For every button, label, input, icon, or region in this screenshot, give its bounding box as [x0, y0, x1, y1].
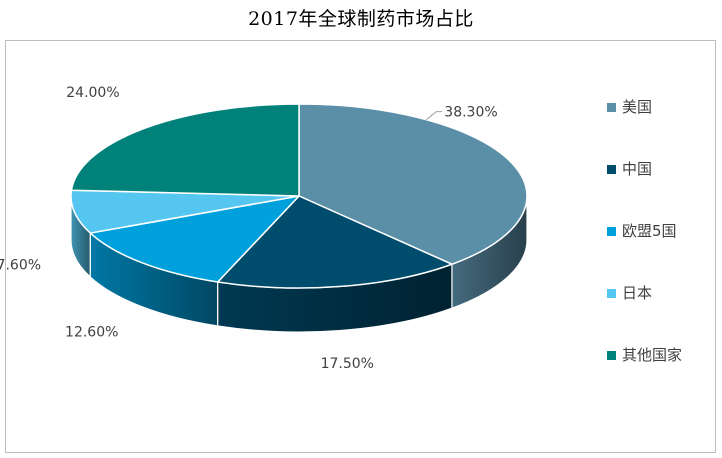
- pie-slice-4: [70, 103, 300, 197]
- legend-label-1: 中国: [622, 160, 652, 178]
- legend-swatch-4: [607, 351, 616, 360]
- chart-title: 2017年全球制药市场占比: [248, 8, 474, 30]
- pie-slice-3: [70, 189, 300, 234]
- pie-top-slices: [70, 103, 528, 289]
- legend-swatch-0: [607, 103, 616, 112]
- legend-swatch-3: [607, 289, 616, 298]
- pie-slice-0: [298, 103, 528, 265]
- legend-swatch-1: [607, 165, 616, 174]
- legend-label-2: 欧盟5国: [622, 222, 677, 240]
- data-label-3: 7.60%: [0, 257, 41, 273]
- legend-label-3: 日本: [622, 284, 652, 302]
- data-label-1: 17.50%: [321, 356, 374, 372]
- pie-slice-1: [216, 195, 453, 289]
- data-label-4: 24.00%: [66, 85, 119, 101]
- data-labels: 38.30% 17.50% 12.60% 7.60% 24.00%: [0, 85, 498, 372]
- legend-swatch-2: [607, 227, 616, 236]
- leader-line-0: [425, 111, 443, 121]
- label-leader-lines: [425, 111, 443, 121]
- pie-slice-2: [89, 195, 300, 283]
- legend-label-0: 美国: [622, 98, 652, 116]
- data-label-0: 38.30%: [444, 105, 497, 121]
- legend-label-4: 其他国家: [622, 346, 682, 364]
- data-label-2: 12.60%: [65, 324, 118, 340]
